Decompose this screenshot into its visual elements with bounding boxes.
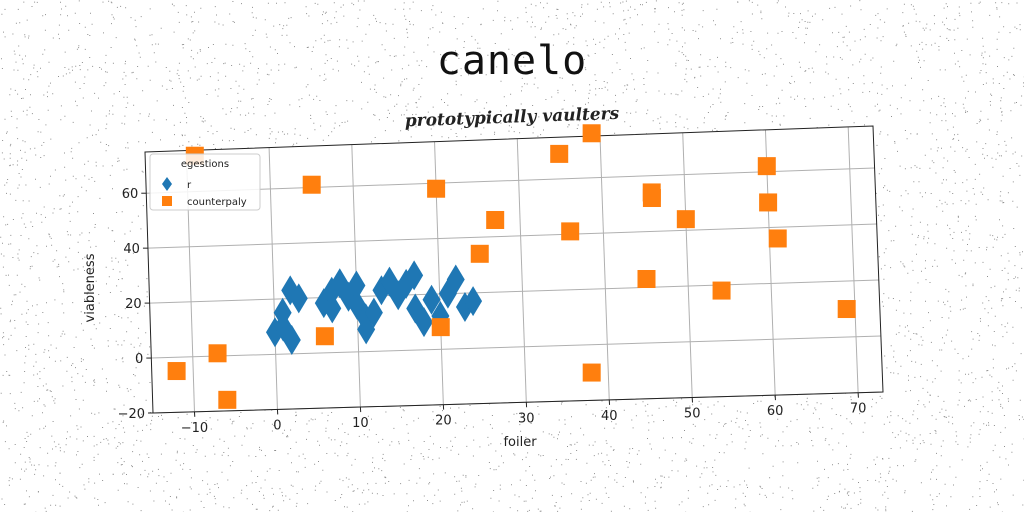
point-r (347, 270, 366, 301)
y-tick-label: 40 (123, 242, 140, 257)
x-tick-label: 40 (601, 409, 618, 424)
grid-line-x (599, 135, 610, 400)
point-r (323, 293, 342, 324)
point-counterpaly (167, 362, 186, 381)
point-counterpaly (642, 189, 661, 208)
tick-labels: −10 0 10 20 30 40 50 60 70 −20 0 20 40 60 (118, 187, 867, 436)
point-counterpaly (561, 222, 580, 241)
legend-marker-r (162, 177, 172, 191)
point-r (364, 297, 383, 328)
point-counterpaly (427, 179, 446, 198)
grid-line-x (847, 126, 859, 393)
point-r (273, 297, 292, 328)
point-r (289, 283, 308, 314)
point-counterpaly (712, 281, 731, 300)
x-axis-label: foiler (503, 435, 537, 450)
legend: egestions r counterpaly (149, 153, 261, 211)
point-counterpaly (759, 193, 778, 212)
point-counterpaly (582, 124, 601, 143)
legend-box (149, 153, 261, 211)
axes-frame (144, 125, 884, 414)
chart-title: canelo (436, 38, 588, 84)
x-tick-label: 60 (767, 404, 784, 419)
point-r (414, 307, 433, 338)
legend-marker-counterpaly (162, 196, 172, 206)
point-r (422, 284, 441, 315)
point-counterpaly (208, 344, 227, 363)
x-tick-label: 0 (273, 418, 281, 433)
point-counterpaly (431, 318, 450, 337)
y-tick-label: 20 (125, 297, 142, 312)
point-counterpaly (486, 210, 505, 229)
x-tick-label: 20 (435, 414, 452, 429)
legend-title: egestions (181, 159, 229, 170)
point-counterpaly (470, 244, 489, 263)
point-r (282, 325, 301, 356)
series-r (265, 260, 483, 356)
x-tick-label: 30 (518, 411, 535, 426)
grid-line-x (682, 132, 693, 398)
x-tick-label: 70 (850, 402, 867, 417)
point-r (464, 286, 483, 317)
legend-label-r: r (187, 180, 192, 191)
point-counterpaly (637, 270, 656, 289)
point-counterpaly (582, 363, 601, 382)
point-counterpaly (302, 175, 321, 194)
grid-line-y (147, 223, 877, 249)
point-counterpaly (315, 327, 334, 346)
x-tick-label: 10 (352, 416, 369, 431)
grid-line-y (149, 279, 879, 304)
grid-line-x (268, 147, 278, 410)
point-counterpaly (218, 390, 237, 409)
point-r (405, 260, 424, 291)
x-tick-label: 50 (684, 406, 701, 421)
x-tick-label: −10 (181, 421, 208, 436)
grid-line-x (516, 138, 527, 403)
grid-line-y (146, 167, 875, 194)
point-counterpaly (837, 300, 856, 319)
series-counterpaly (167, 124, 856, 409)
y-tick-label: 0 (135, 352, 143, 367)
grid-line-y (151, 335, 881, 359)
point-counterpaly (757, 157, 776, 176)
point-r (446, 264, 465, 295)
point-counterpaly (550, 144, 569, 163)
point-counterpaly (768, 229, 787, 248)
y-tick-label: 60 (122, 187, 139, 202)
y-tick-label: −20 (118, 407, 145, 422)
point-counterpaly (676, 210, 695, 229)
data-points (167, 124, 856, 409)
legend-label-counterpaly: counterpaly (187, 197, 247, 208)
y-axis-label: viableness (83, 253, 98, 322)
